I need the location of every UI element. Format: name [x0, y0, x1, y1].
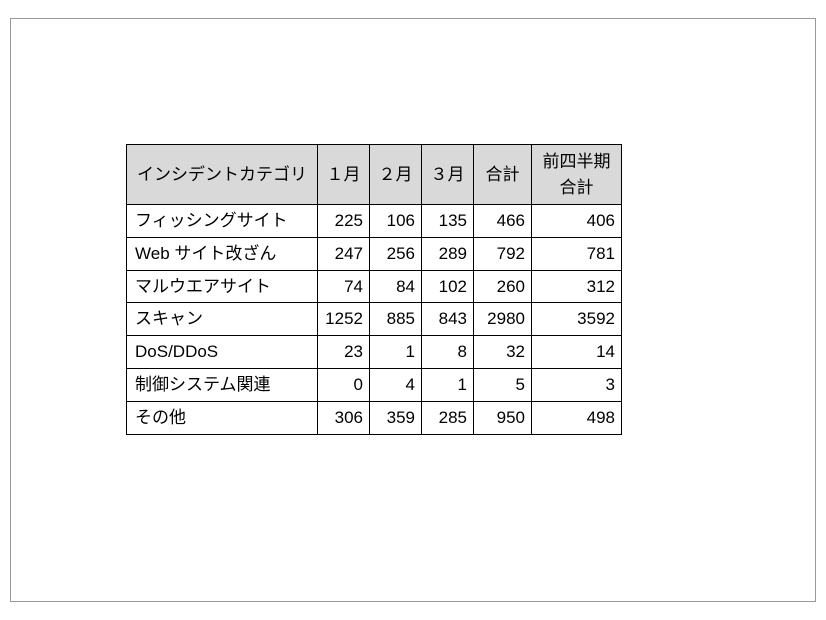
cell-jan: 0 — [318, 368, 370, 401]
outer-frame: インシデントカテゴリ １月 ２月 ３月 合計 前四半期合計 フィッシングサイト … — [10, 18, 816, 602]
cell-mar: 289 — [422, 237, 474, 270]
header-prev-line2: 合計 — [560, 178, 594, 197]
cell-total: 950 — [474, 401, 532, 434]
header-category: インシデントカテゴリ — [127, 145, 318, 205]
incident-table: インシデントカテゴリ １月 ２月 ３月 合計 前四半期合計 フィッシングサイト … — [126, 144, 622, 435]
table-row: DoS/DDoS 23 1 8 32 14 — [127, 336, 622, 369]
table-row: フィッシングサイト 225 106 135 466 406 — [127, 205, 622, 238]
cell-mar: 843 — [422, 303, 474, 336]
cell-total: 2980 — [474, 303, 532, 336]
cell-jan: 1252 — [318, 303, 370, 336]
cell-total: 260 — [474, 270, 532, 303]
cell-mar: 1 — [422, 368, 474, 401]
header-jan: １月 — [318, 145, 370, 205]
table-row: マルウエアサイト 74 84 102 260 312 — [127, 270, 622, 303]
cell-category: スキャン — [127, 303, 318, 336]
cell-jan: 74 — [318, 270, 370, 303]
cell-prev-total: 781 — [532, 237, 622, 270]
cell-category: フィッシングサイト — [127, 205, 318, 238]
table-row: スキャン 1252 885 843 2980 3592 — [127, 303, 622, 336]
cell-prev-total: 14 — [532, 336, 622, 369]
cell-prev-total: 3 — [532, 368, 622, 401]
cell-category: 制御システム関連 — [127, 368, 318, 401]
header-feb: ２月 — [370, 145, 422, 205]
cell-feb: 84 — [370, 270, 422, 303]
cell-category: マルウエアサイト — [127, 270, 318, 303]
cell-mar: 8 — [422, 336, 474, 369]
cell-prev-total: 3592 — [532, 303, 622, 336]
table-header-row: インシデントカテゴリ １月 ２月 ３月 合計 前四半期合計 — [127, 145, 622, 205]
cell-jan: 225 — [318, 205, 370, 238]
header-mar: ３月 — [422, 145, 474, 205]
cell-total: 32 — [474, 336, 532, 369]
cell-total: 5 — [474, 368, 532, 401]
cell-prev-total: 406 — [532, 205, 622, 238]
table-row: Web サイト改ざん 247 256 289 792 781 — [127, 237, 622, 270]
header-prev-total: 前四半期合計 — [532, 145, 622, 205]
cell-mar: 102 — [422, 270, 474, 303]
cell-jan: 247 — [318, 237, 370, 270]
cell-jan: 23 — [318, 336, 370, 369]
cell-feb: 1 — [370, 336, 422, 369]
cell-feb: 4 — [370, 368, 422, 401]
cell-feb: 106 — [370, 205, 422, 238]
cell-feb: 885 — [370, 303, 422, 336]
table-body: フィッシングサイト 225 106 135 466 406 Web サイト改ざん… — [127, 205, 622, 435]
cell-total: 792 — [474, 237, 532, 270]
cell-category: その他 — [127, 401, 318, 434]
cell-prev-total: 498 — [532, 401, 622, 434]
cell-mar: 135 — [422, 205, 474, 238]
cell-jan: 306 — [318, 401, 370, 434]
cell-total: 466 — [474, 205, 532, 238]
incident-table-container: インシデントカテゴリ １月 ２月 ３月 合計 前四半期合計 フィッシングサイト … — [126, 144, 622, 435]
cell-mar: 285 — [422, 401, 474, 434]
cell-feb: 359 — [370, 401, 422, 434]
cell-feb: 256 — [370, 237, 422, 270]
header-total: 合計 — [474, 145, 532, 205]
cell-category: DoS/DDoS — [127, 336, 318, 369]
cell-category: Web サイト改ざん — [127, 237, 318, 270]
table-row: 制御システム関連 0 4 1 5 3 — [127, 368, 622, 401]
cell-prev-total: 312 — [532, 270, 622, 303]
table-row: その他 306 359 285 950 498 — [127, 401, 622, 434]
header-prev-line1: 前四半期 — [543, 152, 611, 171]
